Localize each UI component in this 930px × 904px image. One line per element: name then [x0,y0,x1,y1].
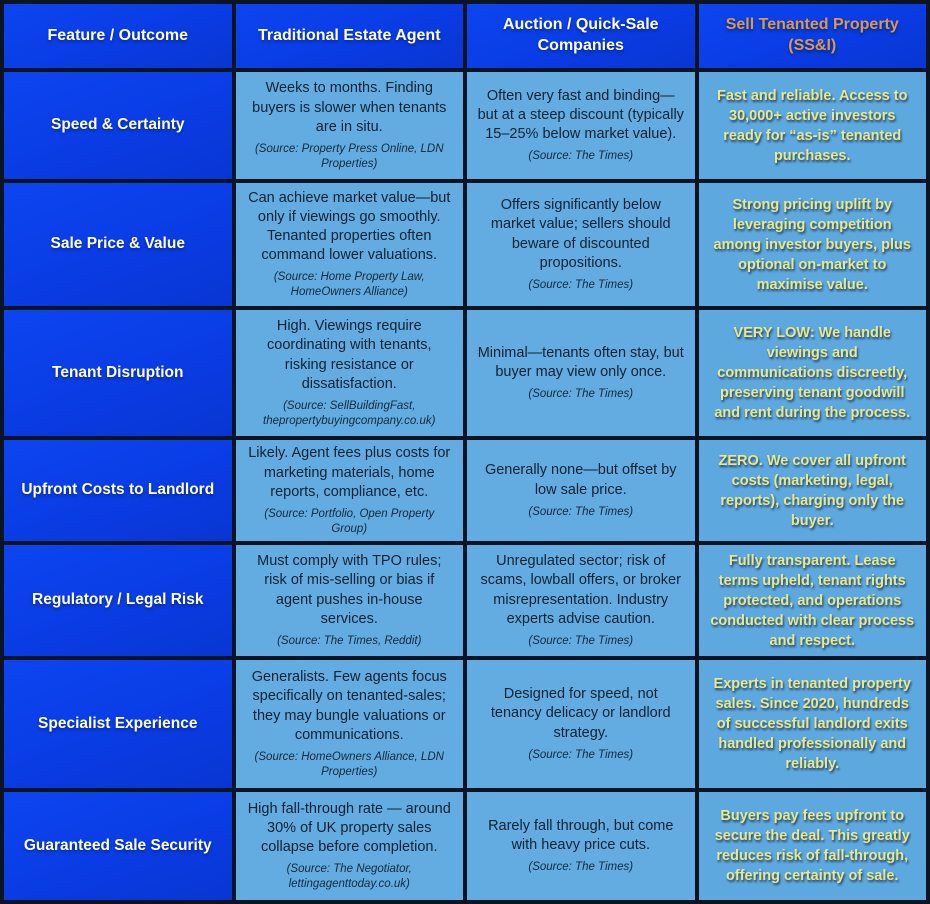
feature-label: Guaranteed Sale Security [23,836,212,854]
auction-quick-sale-cell: Generally none—but offset by low sale pr… [467,440,695,541]
cell-text: High fall-through rate — around 30% of U… [247,800,451,856]
cell-text: Offers significantly below market value;… [490,197,671,271]
source-citation: (Source: The Times, Reddit) [277,634,422,647]
source-citation: (Source: The Times) [528,388,634,401]
source-citation: (Source: The Times) [528,278,634,291]
auction-quick-sale-cell: Offers significantly below market value;… [467,183,695,306]
header-cell-feature-outcome: Feature / Outcome [4,4,232,68]
cell-text: Often very fast and binding—but at a ste… [477,87,684,143]
auction-quick-sale-cell: Often very fast and binding—but at a ste… [467,72,695,179]
traditional-agent-cell: Can achieve market value—but only if vie… [235,183,463,306]
feature-label: Speed & Certainty [50,116,185,134]
source-citation: (Source: The Times) [528,150,634,163]
source-citation: (Source: Home Property Law, HomeOwners A… [273,271,425,299]
cell-text: Fast and reliable. Access to 30,000+ act… [717,87,908,164]
cell-text: ZERO. We cover all upfront costs (market… [718,452,906,529]
cell-text: Buyers pay fees upfront to secure the de… [714,808,910,884]
ssi-cell: Strong pricing uplift by leveraging comp… [698,183,926,306]
header-label: Auction / Quick-Sale Companies [502,16,659,54]
auction-quick-sale-cell: Unregulated sector; risk of scams, lowba… [467,545,695,656]
source-citation: (Source: Property Press Online, LDN Prop… [254,142,444,170]
cell-text: Designed for speed, not tenancy delicacy… [490,686,671,741]
feature-cell: Sale Price & Value [4,183,232,306]
table-row: Tenant Disruption High. Viewings require… [4,310,926,436]
header-label: Feature / Outcome [47,26,188,44]
cell-text: Weeks to months. Finding buyers is slowe… [252,80,447,135]
feature-cell: Specialist Experience [4,660,232,788]
source-citation: (Source: The Times) [528,861,634,874]
feature-label: Specialist Experience [38,714,198,732]
feature-label: Upfront Costs to Landlord [21,481,215,499]
table-row: Specialist Experience Generalists. Few a… [4,660,926,788]
ssi-cell: Fully transparent. Lease terms upheld, t… [698,545,926,656]
cell-text: High. Viewings require coordinating with… [267,318,432,392]
cell-text: Unregulated sector; risk of scams, lowba… [480,553,681,627]
cell-text: VERY LOW: We handle viewings and communi… [714,325,911,421]
header-cell-auction-quick-sale: Auction / Quick-Sale Companies [467,4,695,68]
auction-quick-sale-cell: Rarely fall through, but come with heavy… [467,792,695,900]
feature-cell: Tenant Disruption [4,310,232,436]
traditional-agent-cell: Must comply with TPO rules; risk of mis-… [235,545,463,656]
cell-text: Generalists. Few agents focus specifical… [251,669,447,743]
ssi-cell: ZERO. We cover all upfront costs (market… [698,440,926,541]
feature-label: Tenant Disruption [52,363,184,381]
source-citation: (Source: The Times) [528,505,634,518]
auction-quick-sale-cell: Minimal—tenants often stay, but buyer ma… [467,310,695,436]
traditional-agent-cell: High. Viewings require coordinating with… [235,310,463,436]
header-cell-sell-tenanted-property-ssi: Sell Tenanted Property (SS&I) [698,4,926,68]
cell-text: Rarely fall through, but come with heavy… [488,817,674,854]
feature-cell: Guaranteed Sale Security [4,792,232,900]
feature-cell: Regulatory / Legal Risk [4,545,232,656]
ssi-cell: VERY LOW: We handle viewings and communi… [698,310,926,436]
source-citation: (Source: The Times) [528,634,634,647]
auction-quick-sale-cell: Designed for speed, not tenancy delicacy… [467,660,695,788]
ssi-cell: Experts in tenanted property sales. Sinc… [698,660,926,788]
source-citation: (Source: SellBuildingFast, thepropertybu… [263,399,436,427]
feature-label: Sale Price & Value [50,235,185,253]
source-citation: (Source: The Negotiator, lettingagenttod… [286,863,412,891]
cell-text: Experts in tenanted property sales. Sinc… [713,676,911,772]
cell-text: Generally none—but offset by low sale pr… [484,462,677,498]
cell-text: Fully transparent. Lease terms upheld, t… [710,552,915,649]
cell-text: Strong pricing uplift by leveraging comp… [713,196,911,293]
traditional-agent-cell: Likely. Agent fees plus costs for market… [235,440,463,541]
table-row: Regulatory / Legal Risk Must comply with… [4,545,926,656]
source-citation: (Source: HomeOwners Alliance, LDN Proper… [254,750,444,778]
feature-label: Regulatory / Legal Risk [32,591,204,609]
table-row: Upfront Costs to Landlord Likely. Agent … [4,440,926,541]
source-citation: (Source: Portfolio, Open Property Group) [264,507,435,535]
ssi-cell: Buyers pay fees upfront to secure the de… [698,792,926,900]
feature-cell: Upfront Costs to Landlord [4,440,232,541]
header-row: Feature / Outcome Traditional Estate Age… [4,4,926,68]
table-row: Guaranteed Sale Security High fall-throu… [4,792,926,900]
traditional-agent-cell: Generalists. Few agents focus specifical… [235,660,463,788]
cell-text: Likely. Agent fees plus costs for market… [248,445,451,500]
cell-text: Must comply with TPO rules; risk of mis-… [257,553,442,627]
cell-text: Minimal—tenants often stay, but buyer ma… [477,344,684,381]
header-label: Traditional Estate Agent [257,26,441,44]
cell-text: Can achieve market value—but only if vie… [248,189,451,264]
traditional-agent-cell: High fall-through rate — around 30% of U… [235,792,463,900]
header-label-ssi: Sell Tenanted Property (SS&I) [725,16,899,54]
ssi-cell: Fast and reliable. Access to 30,000+ act… [698,72,926,179]
header-cell-traditional-estate-agent: Traditional Estate Agent [235,4,463,68]
table-row: Sale Price & Value Can achieve market va… [4,183,926,306]
feature-cell: Speed & Certainty [4,72,232,179]
table-row: Speed & Certainty Weeks to months. Findi… [4,72,926,179]
traditional-agent-cell: Weeks to months. Finding buyers is slowe… [235,72,463,179]
source-citation: (Source: The Times) [528,748,634,761]
